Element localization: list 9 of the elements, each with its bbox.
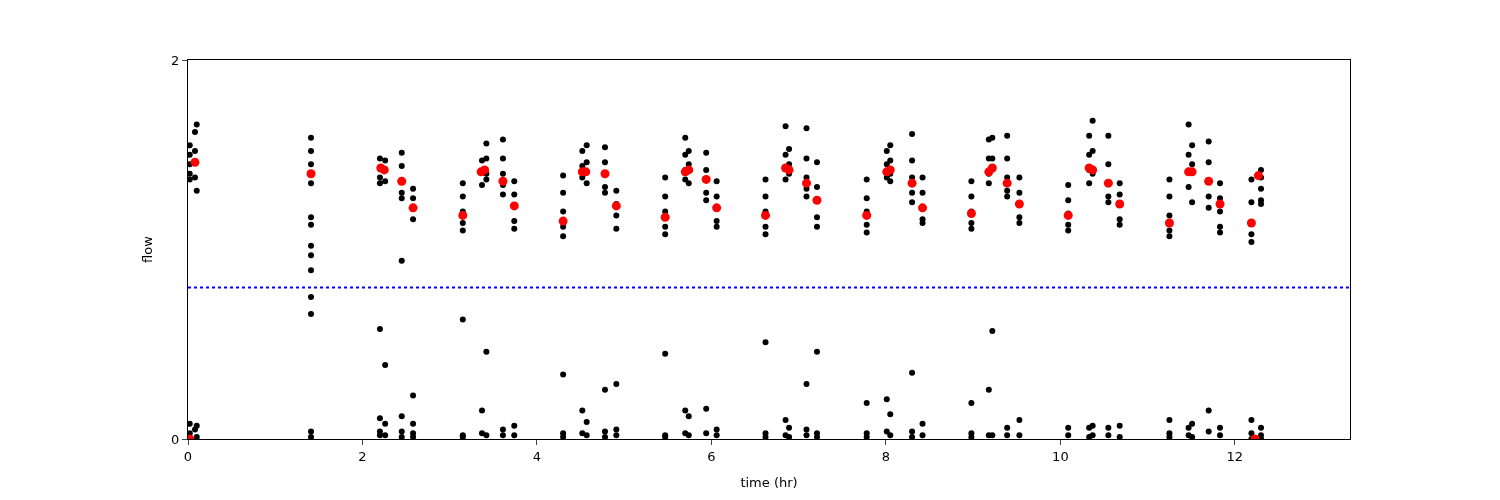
x-tick-label: 0 [183,448,193,464]
x-tick-label: 10 [1052,448,1069,464]
x-tick-label: 12 [1226,448,1244,464]
y-axis-title: flow [140,235,156,263]
x-tick-label: 2 [358,448,367,464]
x-tick-label: 8 [881,448,891,464]
x-tick-label: 4 [532,448,542,464]
x-tick-label: 6 [707,448,716,464]
x-axis-title: time (hr) [740,475,798,491]
